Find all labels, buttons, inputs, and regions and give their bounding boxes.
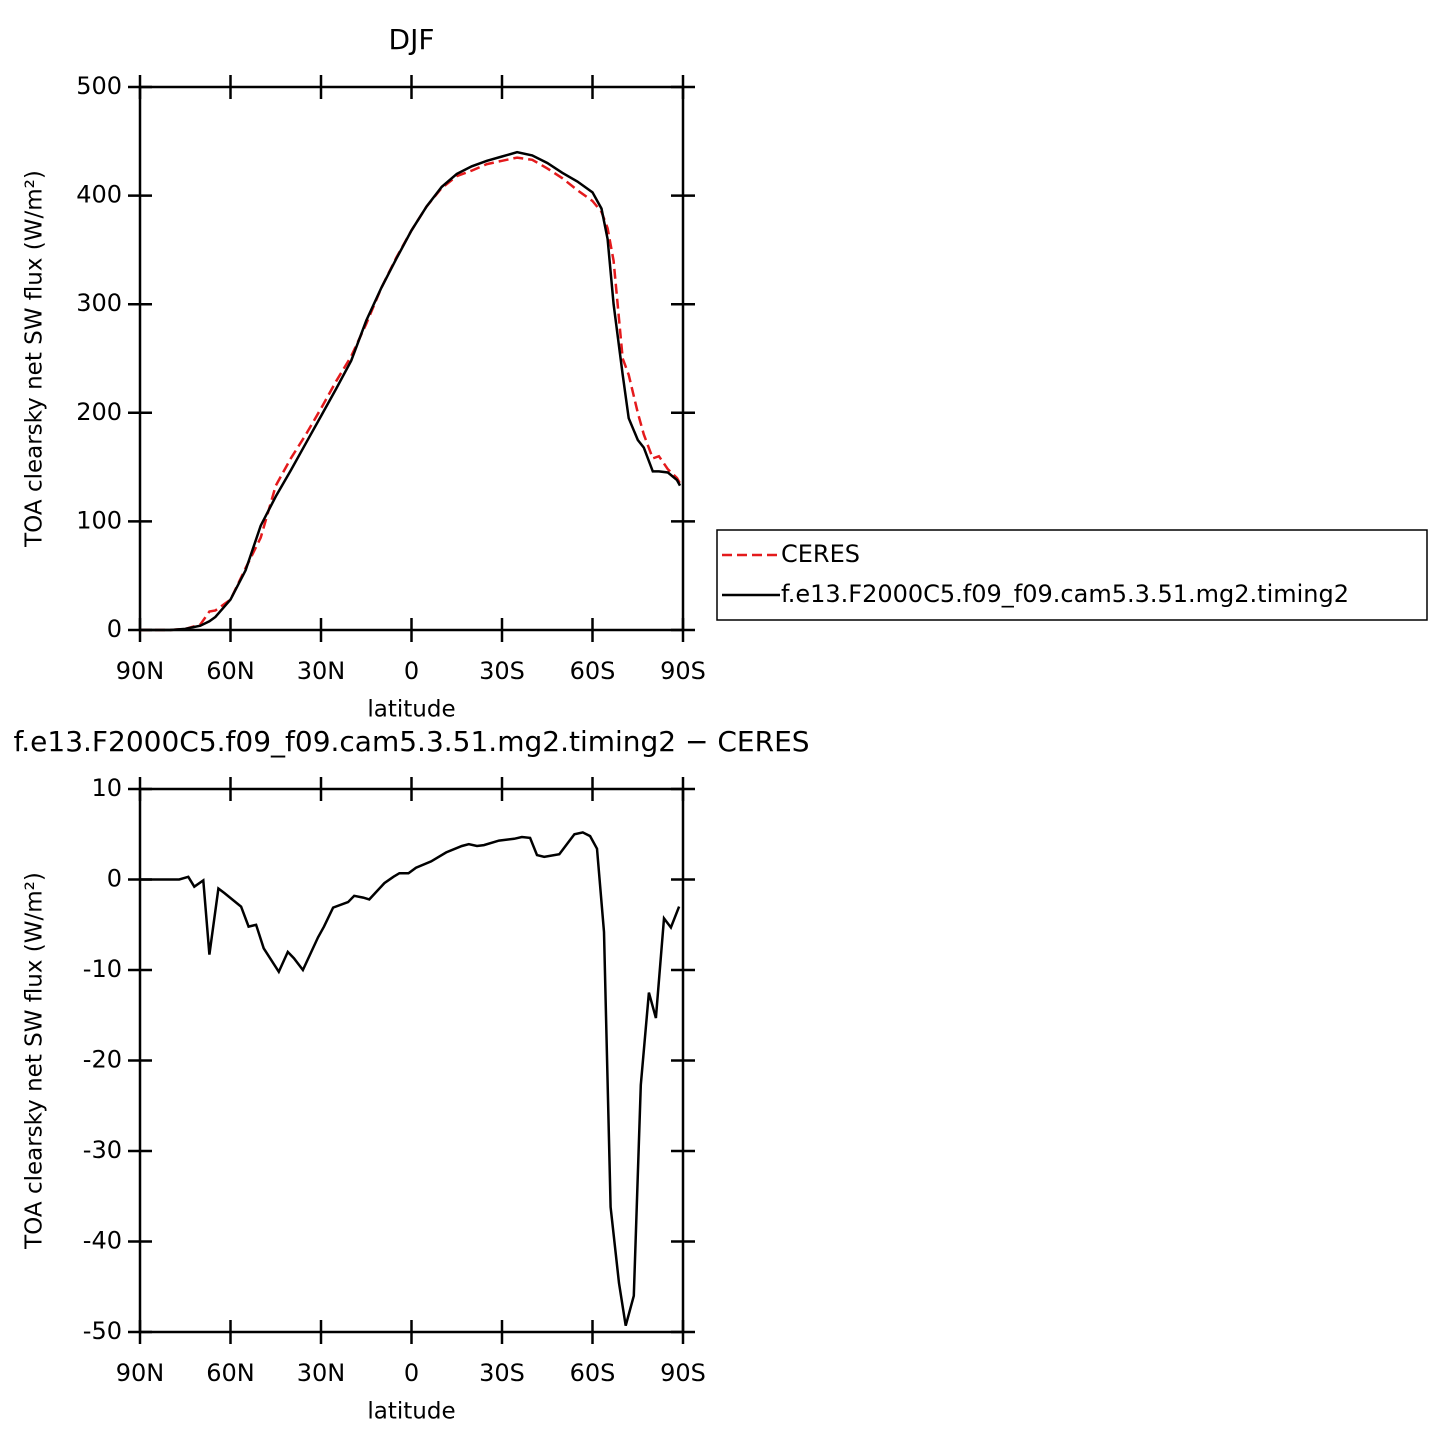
series-line	[140, 156, 682, 632]
x-tick-label: 30S	[479, 657, 525, 685]
y-tick-label: -10	[83, 955, 122, 983]
y-tick-label: 200	[76, 398, 122, 426]
y-tick-label: 10	[91, 774, 122, 802]
y-tick-label: -50	[83, 1317, 122, 1345]
x-tick-label: 30S	[479, 1359, 525, 1387]
y-axis-label: TOA clearsky net SW flux (W/m²)	[22, 872, 48, 1250]
x-tick-label: 0	[404, 657, 419, 685]
y-tick-label: -30	[83, 1136, 122, 1164]
legend-box	[716, 529, 1428, 621]
x-tick-label: 90N	[116, 1359, 165, 1387]
y-tick-label: 300	[76, 289, 122, 317]
legend-label: f.e13.F2000C5.f09_f09.cam5.3.51.mg2.timi…	[781, 580, 1349, 608]
x-tick-label: 90S	[660, 1359, 706, 1387]
x-axis-label: latitude	[367, 1399, 455, 1425]
x-tick-label: 30N	[297, 1359, 346, 1387]
y-tick-label: 0	[107, 865, 122, 893]
x-tick-label: 60N	[206, 1359, 255, 1387]
x-tick-label: 90S	[660, 657, 706, 685]
chart-title: DJF	[389, 23, 435, 56]
x-tick-label: 60N	[206, 657, 255, 685]
x-tick-label: 30N	[297, 657, 346, 685]
plot-frame	[138, 85, 685, 632]
y-tick-label: 500	[76, 72, 122, 100]
plot-frame	[138, 787, 685, 1334]
y-tick-label: 0	[107, 615, 122, 643]
x-tick-label: 60S	[570, 657, 616, 685]
chart-title: f.e13.F2000C5.f09_f09.cam5.3.51.mg2.timi…	[13, 725, 809, 758]
legend-label: CERES	[781, 540, 860, 568]
x-axis-label: latitude	[367, 697, 455, 723]
y-tick-label: 400	[76, 181, 122, 209]
series-line	[140, 831, 681, 1327]
series-line	[140, 150, 682, 632]
y-tick-label: -20	[83, 1046, 122, 1074]
x-tick-label: 60S	[570, 1359, 616, 1387]
x-tick-label: 90N	[116, 657, 165, 685]
y-tick-label: 100	[76, 506, 122, 534]
y-axis-label: TOA clearsky net SW flux (W/m²)	[22, 170, 48, 548]
x-tick-label: 0	[404, 1359, 419, 1387]
y-tick-label: -40	[83, 1227, 122, 1255]
